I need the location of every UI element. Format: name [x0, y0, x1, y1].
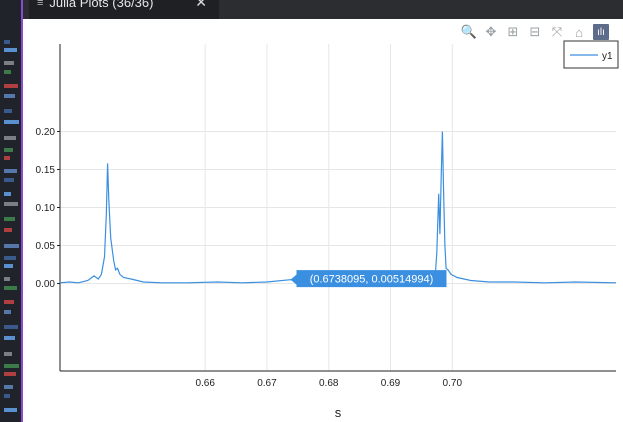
- x-tick-label: 0.66: [195, 378, 215, 389]
- hamburger-icon: ≡: [37, 0, 44, 9]
- y-tick-label: 0.05: [36, 241, 56, 252]
- x-axis-label: s: [335, 405, 342, 420]
- minimap-line: [4, 120, 19, 124]
- minimap-line: [4, 385, 13, 389]
- minimap-line: [4, 364, 19, 368]
- y-tick-label: 0.20: [36, 127, 56, 138]
- editor-minimap: [0, 0, 21, 422]
- minimap-line: [4, 48, 17, 52]
- x-tick-label: 0.67: [257, 378, 277, 389]
- minimap-line: [4, 136, 16, 140]
- y-tick-label: 0.10: [36, 203, 56, 214]
- tooltip-background: [290, 270, 447, 288]
- pan-icon[interactable]: ✥: [485, 24, 497, 39]
- plotly-logo-icon[interactable]: ılı: [593, 24, 609, 40]
- x-tick-label: 0.68: [319, 378, 339, 389]
- autoscale-icon[interactable]: ⤧: [551, 24, 563, 39]
- minimap-line: [4, 336, 15, 340]
- minimap-line: [4, 148, 13, 152]
- minimap-line: [4, 84, 18, 88]
- minimap-line: [4, 70, 11, 74]
- zoom-in-icon[interactable]: ⊞: [507, 24, 519, 39]
- line-chart[interactable]: 0.66 0.67 0.68 0.69 0.70 0.00 0.05 0.10 0.15 0.20…: [23, 19, 623, 422]
- minimap-line: [4, 352, 12, 356]
- tab-title: Julia Plots (36/36): [49, 0, 154, 10]
- minimap-line: [4, 277, 10, 281]
- minimap-line: [4, 286, 17, 290]
- minimap-line: [4, 192, 11, 196]
- minimap-line: [4, 169, 17, 173]
- minimap-line: [4, 408, 17, 412]
- minimap-line: [4, 109, 12, 113]
- series-line-y1: [59, 131, 617, 284]
- zoom-icon[interactable]: 🔍: [460, 24, 478, 39]
- tab-bar: ≡ Julia Plots (36/36) ✕: [23, 0, 623, 19]
- minimap-line: [4, 228, 12, 232]
- minimap-line: [4, 325, 18, 329]
- plot-pane: 🔍 ✥ ⊞ ⊟ ⤧ ⌂ ılı 0.66 0.67 0.68 0.69 0.70 0.00 0.05 0.…: [23, 19, 623, 422]
- minimap-line: [4, 94, 15, 98]
- x-tick-label: 0.70: [443, 378, 463, 389]
- minimap-line: [4, 256, 16, 260]
- tab-julia-plots[interactable]: ≡ Julia Plots (36/36) ✕: [29, 0, 219, 19]
- zoom-out-icon[interactable]: ⊟: [529, 24, 541, 39]
- minimap-line: [4, 61, 14, 65]
- home-icon[interactable]: ⌂: [575, 24, 583, 40]
- y-tick-label: 0.15: [36, 165, 56, 176]
- plot-toolbar: 🔍 ✥ ⊞ ⊟ ⤧ ⌂ ılı: [461, 24, 623, 40]
- minimap-line: [4, 40, 10, 44]
- pane-divider[interactable]: [21, 0, 23, 422]
- minimap-line: [4, 394, 10, 398]
- x-tick-label: 0.69: [381, 378, 401, 389]
- minimap-line: [4, 310, 11, 314]
- close-icon[interactable]: ✕: [195, 0, 207, 10]
- minimap-line: [4, 372, 16, 376]
- legend-label: y1: [602, 51, 613, 62]
- minimap-line: [4, 300, 14, 304]
- minimap-line: [4, 156, 10, 160]
- minimap-line: [4, 202, 18, 206]
- minimap-line: [4, 178, 14, 182]
- tooltip-text: (0.6738095, 0.00514994): [310, 274, 434, 286]
- minimap-line: [4, 244, 19, 248]
- minimap-line: [4, 264, 13, 268]
- minimap-line: [4, 217, 15, 221]
- hover-tooltip: (0.6738095, 0.00514994): [290, 270, 447, 288]
- y-tick-label: 0.00: [36, 279, 56, 290]
